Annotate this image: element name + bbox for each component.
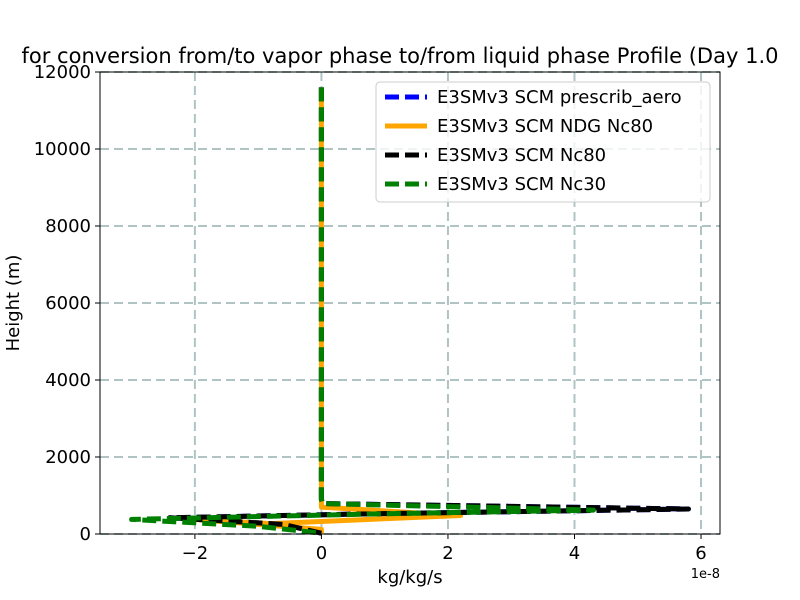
legend-label-3: E3SMv3 SCM Nc30 bbox=[437, 174, 606, 195]
y-axis-label: Height (m) bbox=[3, 255, 24, 352]
x-tick-label: −2 bbox=[182, 543, 209, 564]
x-tick-label: 0 bbox=[316, 543, 327, 564]
x-axis-label: kg/kg/s bbox=[377, 567, 442, 588]
x-axis-scale-offset: 1e-8 bbox=[691, 567, 720, 582]
y-tick-label: 10000 bbox=[34, 139, 91, 160]
y-tick-label: 2000 bbox=[45, 447, 91, 468]
y-tick-label: 4000 bbox=[45, 370, 91, 391]
x-tick-label: 2 bbox=[442, 543, 453, 564]
legend-box bbox=[375, 81, 711, 203]
x-tick-label: 4 bbox=[569, 543, 580, 564]
series-line-3 bbox=[129, 87, 596, 536]
y-tick-label: 0 bbox=[80, 524, 91, 545]
series-group bbox=[129, 87, 691, 536]
legend-label-0: E3SMv3 SCM prescrib_aero bbox=[437, 87, 682, 108]
y-tick-label: 8000 bbox=[45, 216, 91, 237]
y-tick-label: 12000 bbox=[34, 62, 91, 83]
legend: E3SMv3 SCM prescrib_aero E3SMv3 SCM NDG N… bbox=[375, 81, 711, 203]
ticks: −2 0 2 4 6 0 2000 4000 6000 8000 10000 12000 bbox=[34, 62, 707, 564]
legend-label-2: E3SMv3 SCM Nc80 bbox=[437, 145, 606, 166]
y-tick-label: 6000 bbox=[45, 293, 91, 314]
x-tick-label: 6 bbox=[695, 543, 706, 564]
legend-label-1: E3SMv3 SCM NDG Nc80 bbox=[437, 116, 653, 137]
chart-title: for conversion from/to vapor phase to/fr… bbox=[22, 44, 779, 68]
